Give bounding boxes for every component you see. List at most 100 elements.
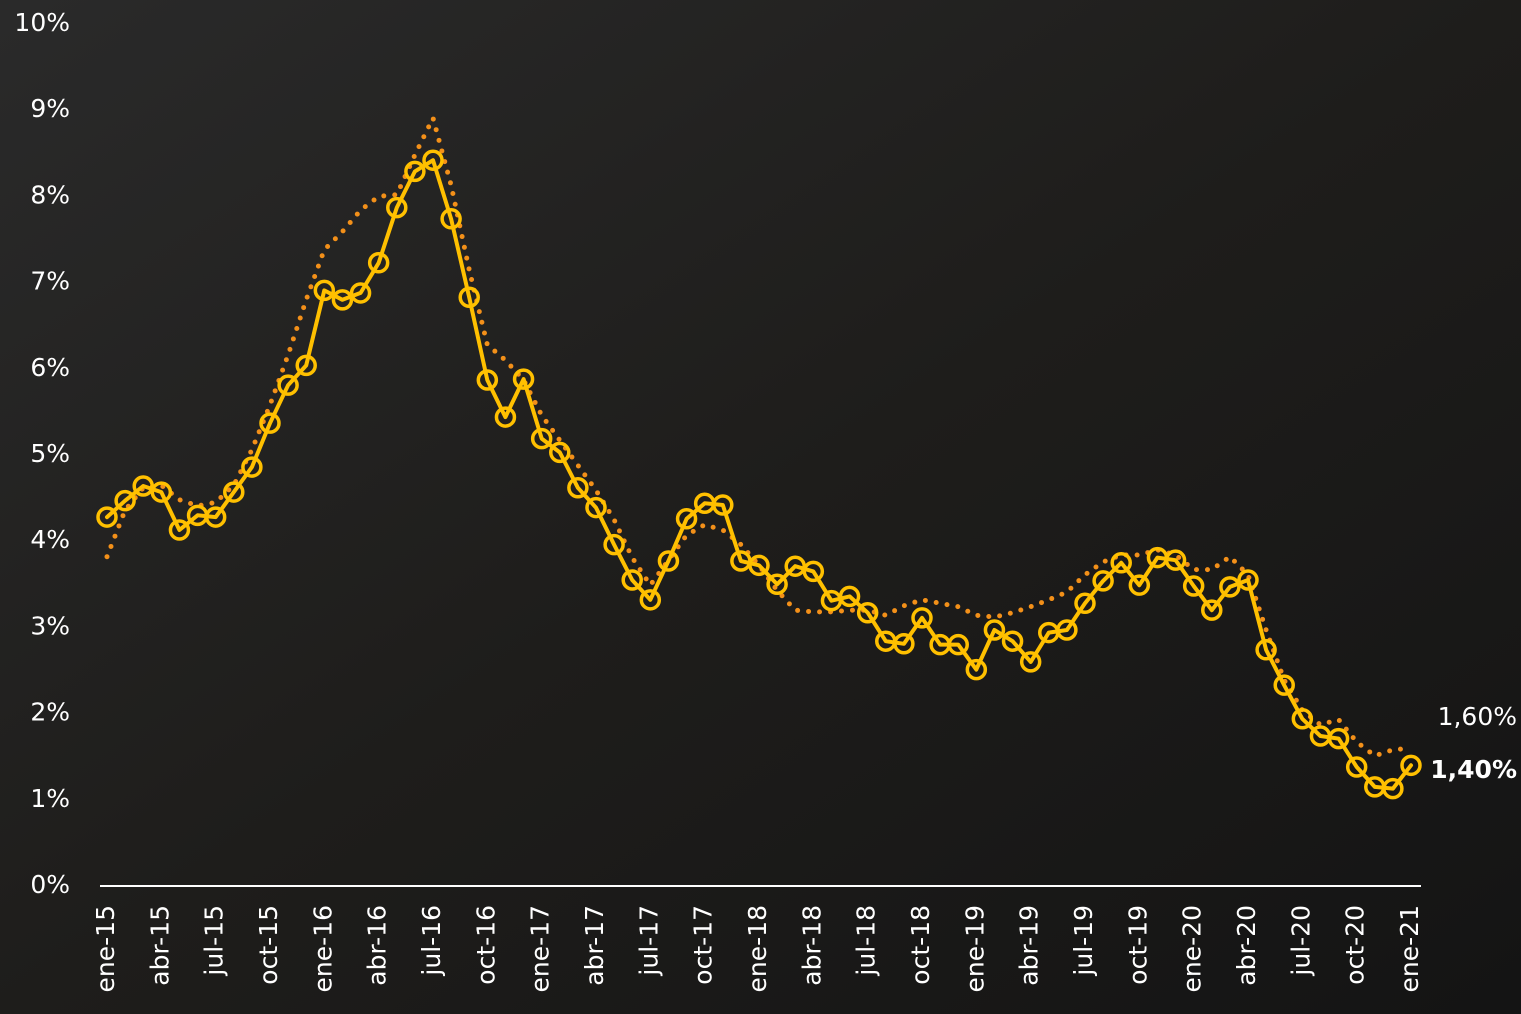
y-tick-label: 4% bbox=[30, 525, 70, 554]
data-point bbox=[802, 560, 825, 583]
data-point bbox=[1056, 619, 1078, 641]
data-point bbox=[386, 196, 408, 219]
data-point bbox=[621, 569, 643, 591]
x-tick-label: oct-18 bbox=[906, 905, 935, 985]
data-point bbox=[1001, 630, 1024, 652]
y-tick-label: 10% bbox=[14, 8, 70, 37]
data-point bbox=[567, 477, 589, 499]
x-tick-label: ene-21 bbox=[1395, 905, 1424, 992]
data-point bbox=[512, 368, 535, 390]
x-tick-label: abr-15 bbox=[145, 905, 174, 986]
x-tick-label: jul-18 bbox=[852, 905, 881, 977]
data-label: 1,60% bbox=[1438, 702, 1517, 731]
data-point bbox=[893, 633, 915, 655]
x-tick-label: ene-19 bbox=[960, 905, 989, 992]
x-tick-label: ene-16 bbox=[308, 905, 337, 992]
series-line bbox=[105, 158, 1413, 791]
data-point bbox=[657, 550, 680, 572]
x-tick-label: ene-20 bbox=[1178, 905, 1207, 992]
x-tick-label: oct-17 bbox=[689, 905, 718, 985]
data-point bbox=[331, 289, 354, 311]
y-tick-label: 7% bbox=[30, 267, 70, 296]
x-tick-label: ene-15 bbox=[91, 905, 120, 992]
data-point bbox=[1164, 549, 1187, 571]
data-point bbox=[204, 506, 227, 528]
x-tick-label: jul-15 bbox=[200, 905, 229, 977]
data-point bbox=[1327, 727, 1350, 750]
data-point bbox=[476, 369, 499, 391]
data-point bbox=[96, 506, 118, 528]
y-tick-label: 8% bbox=[30, 180, 70, 209]
data-point bbox=[712, 494, 734, 516]
data-point bbox=[1110, 552, 1132, 574]
x-tick-label: jul-20 bbox=[1286, 905, 1315, 977]
y-tick-label: 1% bbox=[30, 784, 70, 813]
data-point bbox=[603, 533, 625, 556]
data-point bbox=[1182, 575, 1205, 597]
x-tick-label: abr-18 bbox=[797, 905, 826, 986]
data-point bbox=[1092, 570, 1114, 592]
data-point bbox=[295, 354, 317, 377]
data-point bbox=[494, 406, 517, 428]
data-point bbox=[168, 519, 191, 541]
data-point bbox=[856, 601, 879, 624]
y-tick-label: 0% bbox=[30, 870, 70, 899]
y-tick-label: 9% bbox=[30, 94, 70, 123]
x-tick-label: oct-15 bbox=[254, 905, 283, 985]
y-tick-label: 3% bbox=[30, 611, 70, 640]
data-point bbox=[1074, 592, 1096, 615]
data-point bbox=[259, 412, 281, 434]
x-tick-label: abr-16 bbox=[363, 905, 392, 986]
data-point bbox=[277, 374, 299, 396]
x-tick-label: ene-17 bbox=[526, 905, 555, 992]
x-tick-label: jul-16 bbox=[417, 905, 446, 977]
data-point bbox=[748, 554, 770, 577]
data-point bbox=[440, 208, 462, 230]
data-point bbox=[1219, 576, 1241, 598]
x-tick-label: jul-17 bbox=[634, 905, 663, 977]
data-point bbox=[911, 607, 933, 629]
x-tick-label: abr-17 bbox=[580, 905, 609, 986]
data-point bbox=[458, 286, 480, 309]
data-point bbox=[1291, 708, 1314, 730]
y-tick-label: 2% bbox=[30, 698, 70, 727]
data-point bbox=[241, 456, 263, 478]
data-point bbox=[549, 441, 571, 464]
data-point bbox=[1237, 569, 1259, 591]
data-point bbox=[675, 508, 698, 530]
data-point bbox=[114, 489, 136, 512]
data-point bbox=[367, 252, 390, 274]
data-point bbox=[422, 149, 444, 171]
x-tick-label: oct-16 bbox=[471, 905, 500, 985]
x-tick-label: oct-19 bbox=[1123, 905, 1152, 985]
data-point bbox=[947, 633, 969, 656]
data-point bbox=[838, 585, 861, 608]
data-point bbox=[1400, 754, 1422, 777]
data-point bbox=[1345, 756, 1368, 778]
data-point bbox=[132, 475, 154, 497]
x-tick-label: oct-20 bbox=[1341, 905, 1370, 985]
data-point bbox=[530, 427, 553, 450]
data-point bbox=[1255, 639, 1277, 661]
data-point bbox=[639, 589, 662, 611]
data-point bbox=[223, 481, 245, 503]
x-tick-label: abr-20 bbox=[1232, 905, 1261, 986]
data-point bbox=[150, 481, 173, 503]
x-tick-label: abr-19 bbox=[1015, 905, 1044, 986]
y-tick-label: 6% bbox=[30, 353, 70, 382]
data-point bbox=[585, 496, 607, 519]
x-tick-label: jul-19 bbox=[1069, 905, 1098, 977]
y-tick-label: 5% bbox=[30, 439, 70, 468]
data-point bbox=[1128, 574, 1151, 596]
data-point bbox=[983, 619, 1006, 641]
data-label: 1,40% bbox=[1430, 755, 1517, 784]
data-point bbox=[965, 658, 988, 681]
data-point bbox=[1382, 777, 1404, 800]
data-point bbox=[313, 279, 336, 302]
data-point bbox=[1019, 651, 1042, 673]
data-point bbox=[766, 573, 788, 596]
data-point bbox=[404, 160, 426, 183]
